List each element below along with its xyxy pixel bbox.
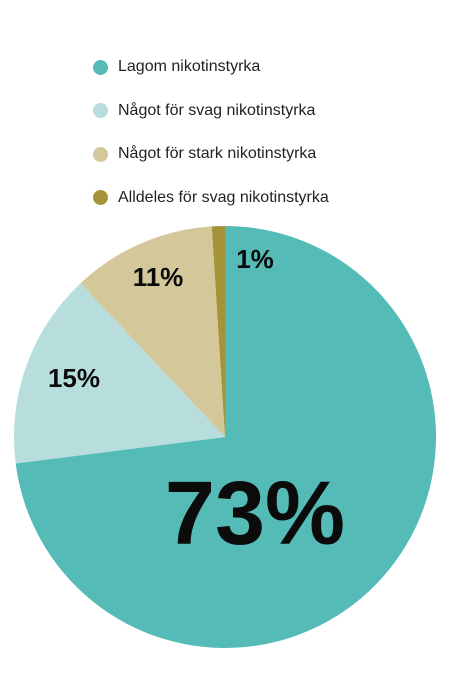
pie-label-nagot-for-svag: 15% [48, 363, 100, 393]
pie-slice-lagom [15, 226, 436, 648]
legend-swatch-alldeles-for-svag [93, 190, 108, 205]
pie-label-alldeles-for-svag: 1% [236, 244, 274, 274]
legend-item-lagom: Lagom nikotinstyrka [93, 56, 433, 78]
legend-label-alldeles-for-svag: Alldeles för svag nikotinstyrka [118, 188, 329, 206]
pie-slice-alldeles-for-svag [211, 226, 225, 437]
legend-swatch-lagom [93, 59, 108, 75]
legend-swatch-nagot-for-svag [93, 103, 108, 118]
legend: Lagom nikotinstyrka Något för svag nikot… [93, 56, 433, 230]
legend-item-alldeles-for-svag: Alldeles för svag nikotinstyrka [93, 187, 433, 209]
legend-swatch-nagot-for-stark [93, 146, 108, 162]
pie-label-nagot-for-stark: 11% [133, 262, 184, 292]
legend-item-nagot-for-stark: Något för stark nikotinstyrka [93, 143, 433, 165]
pie-slice-nagot-for-svag [13, 283, 225, 464]
pie-label-lagom: 73% [165, 464, 345, 564]
pie-slice-nagot-for-stark [80, 226, 225, 437]
legend-label-nagot-for-stark: Något för stark nikotinstyrka [118, 145, 317, 162]
legend-label-nagot-for-svag: Något för svag nikotinstyrka [118, 101, 316, 119]
legend-label-lagom: Lagom nikotinstyrka [118, 58, 261, 75]
legend-item-nagot-for-svag: Något för svag nikotinstyrka [93, 100, 433, 122]
